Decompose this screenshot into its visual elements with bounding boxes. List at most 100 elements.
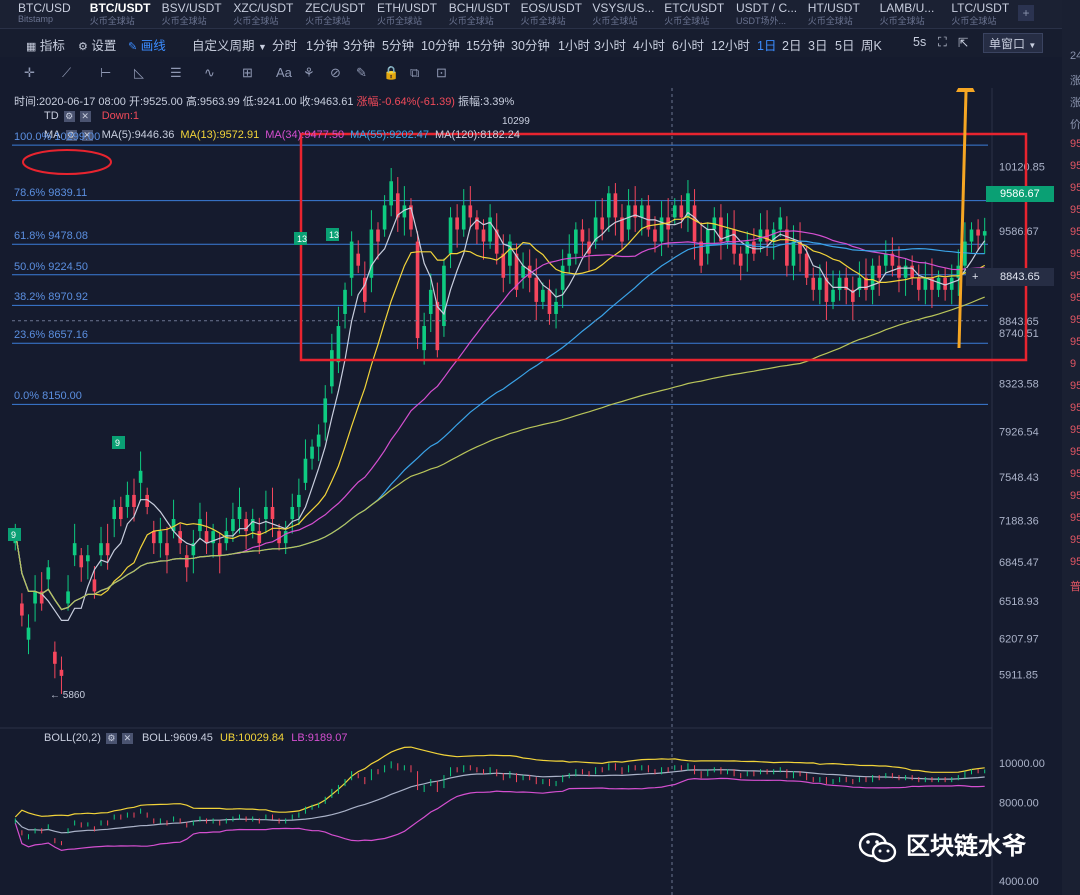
low-annotation: ← 5860 <box>50 690 85 701</box>
ruler-icon[interactable]: ⊢ <box>100 65 112 80</box>
period-0[interactable]: 分时 <box>272 39 298 53</box>
tab-name: LTC/USDT <box>951 1 1010 15</box>
y-tick-label: 5911.85 <box>999 669 1038 681</box>
candle-body <box>494 229 499 254</box>
grid-icon[interactable]: ∿ <box>204 65 215 80</box>
tab-7[interactable]: EOS/USDT 火币全球站 <box>517 0 586 28</box>
y-tick-label: 7926.54 <box>999 426 1039 438</box>
gear-icon[interactable]: ⚙ <box>63 110 75 122</box>
candle-body <box>798 241 802 254</box>
candle-body <box>969 229 974 242</box>
period-9[interactable]: 4小时 <box>633 39 665 53</box>
close-icon[interactable]: ✕ <box>121 732 133 744</box>
fib-label: 100.0% 10299.00 <box>14 131 101 144</box>
trash-icon[interactable]: ⊡ <box>436 65 447 80</box>
gear-icon: ⚙ <box>78 41 88 53</box>
gear-icon[interactable]: ⚙ <box>65 129 77 141</box>
panel-price: 价 <box>1070 119 1080 131</box>
draw-button[interactable]: ✎ 画线 <box>128 39 166 53</box>
panel-price: 95 <box>1070 204 1080 216</box>
candle-body <box>389 181 394 206</box>
panel-price: 95 <box>1070 380 1080 392</box>
resolution-toggle[interactable]: 5s <box>913 35 927 49</box>
tab-4[interactable]: ZEC/USDT 火币全球站 <box>301 0 369 28</box>
panel-price: 9 <box>1070 358 1077 370</box>
tab-13[interactable]: LTC/USDT 火币全球站 <box>947 0 1013 28</box>
tab-12[interactable]: LAMB/U... 火币全球站 <box>876 0 939 28</box>
candle-body <box>343 289 347 314</box>
period-15[interactable]: 5日 <box>835 39 855 53</box>
period-10[interactable]: 6小时 <box>672 39 704 53</box>
tab-3[interactable]: XZC/USDT 火币全球站 <box>229 0 297 28</box>
candle-body <box>39 591 44 604</box>
text-icon[interactable]: ⊞ <box>242 65 253 80</box>
tab-8[interactable]: VSYS/US... 火币全球站 <box>588 0 658 28</box>
highlight-ellipse <box>22 149 112 175</box>
tab-6[interactable]: BCH/USDT 火币全球站 <box>445 0 514 28</box>
candle-body <box>738 253 743 266</box>
period-11[interactable]: 12小时 <box>711 39 750 53</box>
boll-y-tick: 4000.00 <box>999 876 1039 888</box>
highlight-box <box>299 132 1028 362</box>
tab-name: HT/USDT <box>807 1 860 15</box>
candle-body <box>53 651 57 664</box>
td-marker <box>8 528 21 541</box>
td-marker-label: 9 <box>115 438 120 448</box>
candle-body <box>916 277 921 290</box>
period-5[interactable]: 15分钟 <box>466 39 505 53</box>
tab-9[interactable]: ETC/USDT 火币全球站 <box>660 0 728 28</box>
fullscreen-icon[interactable]: ⛶ <box>938 35 947 49</box>
period-16[interactable]: 周K <box>861 39 882 53</box>
lock-icon[interactable]: ✎ <box>356 65 367 80</box>
pencil-icon[interactable]: ⊘ <box>330 65 341 80</box>
close-icon[interactable]: ✕ <box>79 110 91 122</box>
period-14[interactable]: 3日 <box>808 39 828 53</box>
candle-body <box>659 217 664 242</box>
close-icon[interactable]: ✕ <box>81 129 93 141</box>
period-8[interactable]: 3小时 <box>594 39 626 53</box>
tab-1[interactable]: BTC/USDT 火币全球站 <box>86 0 155 28</box>
period-13[interactable]: 2日 <box>782 39 802 53</box>
add-alert-icon[interactable]: + <box>972 271 979 283</box>
expand-icon[interactable]: ⇱ <box>958 36 969 50</box>
candle-body <box>831 289 835 302</box>
trend-line-icon[interactable]: ⟋ <box>62 65 72 80</box>
tab-10[interactable]: USDT / C... USDT场外... <box>732 0 801 28</box>
candle-body <box>771 229 776 242</box>
panel-price: 95 <box>1070 490 1080 502</box>
indicator-button[interactable]: ▦ 指标 <box>26 39 65 53</box>
add-tab-button[interactable]: + <box>1018 5 1034 21</box>
fibonacci-icon[interactable]: ◺ <box>134 65 144 80</box>
period-3[interactable]: 5分钟 <box>382 39 414 53</box>
panel-price: 95 <box>1070 138 1080 150</box>
y-tick-label: 7548.43 <box>999 472 1039 484</box>
wave-icon[interactable]: ☰ <box>170 65 182 80</box>
tab-2[interactable]: BSV/USDT 火币全球站 <box>158 0 226 28</box>
boll-y-tick: 10000.00 <box>999 758 1045 770</box>
period-4[interactable]: 10分钟 <box>421 39 460 53</box>
tab-0[interactable]: BTC/USD Bitstamp <box>14 0 75 28</box>
settings-button[interactable]: ⚙ 设置 <box>78 39 117 53</box>
tab-11[interactable]: HT/USDT 火币全球站 <box>804 0 864 28</box>
candlestick-chart[interactable]: 10120.859586.679178.338843.658740.518323… <box>0 88 1062 895</box>
window-mode-select[interactable]: 单窗口 ▼ <box>983 33 1043 53</box>
screenshot-icon[interactable]: ⧉ <box>410 65 420 80</box>
panel-price: 95 <box>1070 468 1080 480</box>
panel-price: 95 <box>1070 336 1080 348</box>
magnet-icon[interactable]: ⚘ <box>303 65 315 80</box>
brush-icon[interactable]: Aa <box>276 65 292 80</box>
period-2[interactable]: 3分钟 <box>343 39 375 53</box>
copy-icon[interactable]: 🔒 <box>383 65 400 80</box>
period-12[interactable]: 1日 <box>757 39 777 53</box>
crosshair-icon[interactable]: ✛ <box>24 65 35 80</box>
custom-period-dropdown[interactable]: 自定义周期 ▼ <box>192 39 267 53</box>
candle-body <box>442 265 446 327</box>
tab-5[interactable]: ETH/USDT 火币全球站 <box>373 0 441 28</box>
tab-name: USDT / C... <box>736 1 798 15</box>
candle-body <box>428 289 433 314</box>
gear-icon[interactable]: ⚙ <box>105 732 117 744</box>
period-7[interactable]: 1小时 <box>558 39 590 53</box>
period-6[interactable]: 30分钟 <box>511 39 550 53</box>
period-1[interactable]: 1分钟 <box>306 39 338 53</box>
drawing-toolbar: ✛ ⟋ ⊢ ◺ ☰ ∿ ⊞ Aa ⚘ ⊘ ✎ 🔒 ⧉ ⊡ <box>0 58 1062 88</box>
